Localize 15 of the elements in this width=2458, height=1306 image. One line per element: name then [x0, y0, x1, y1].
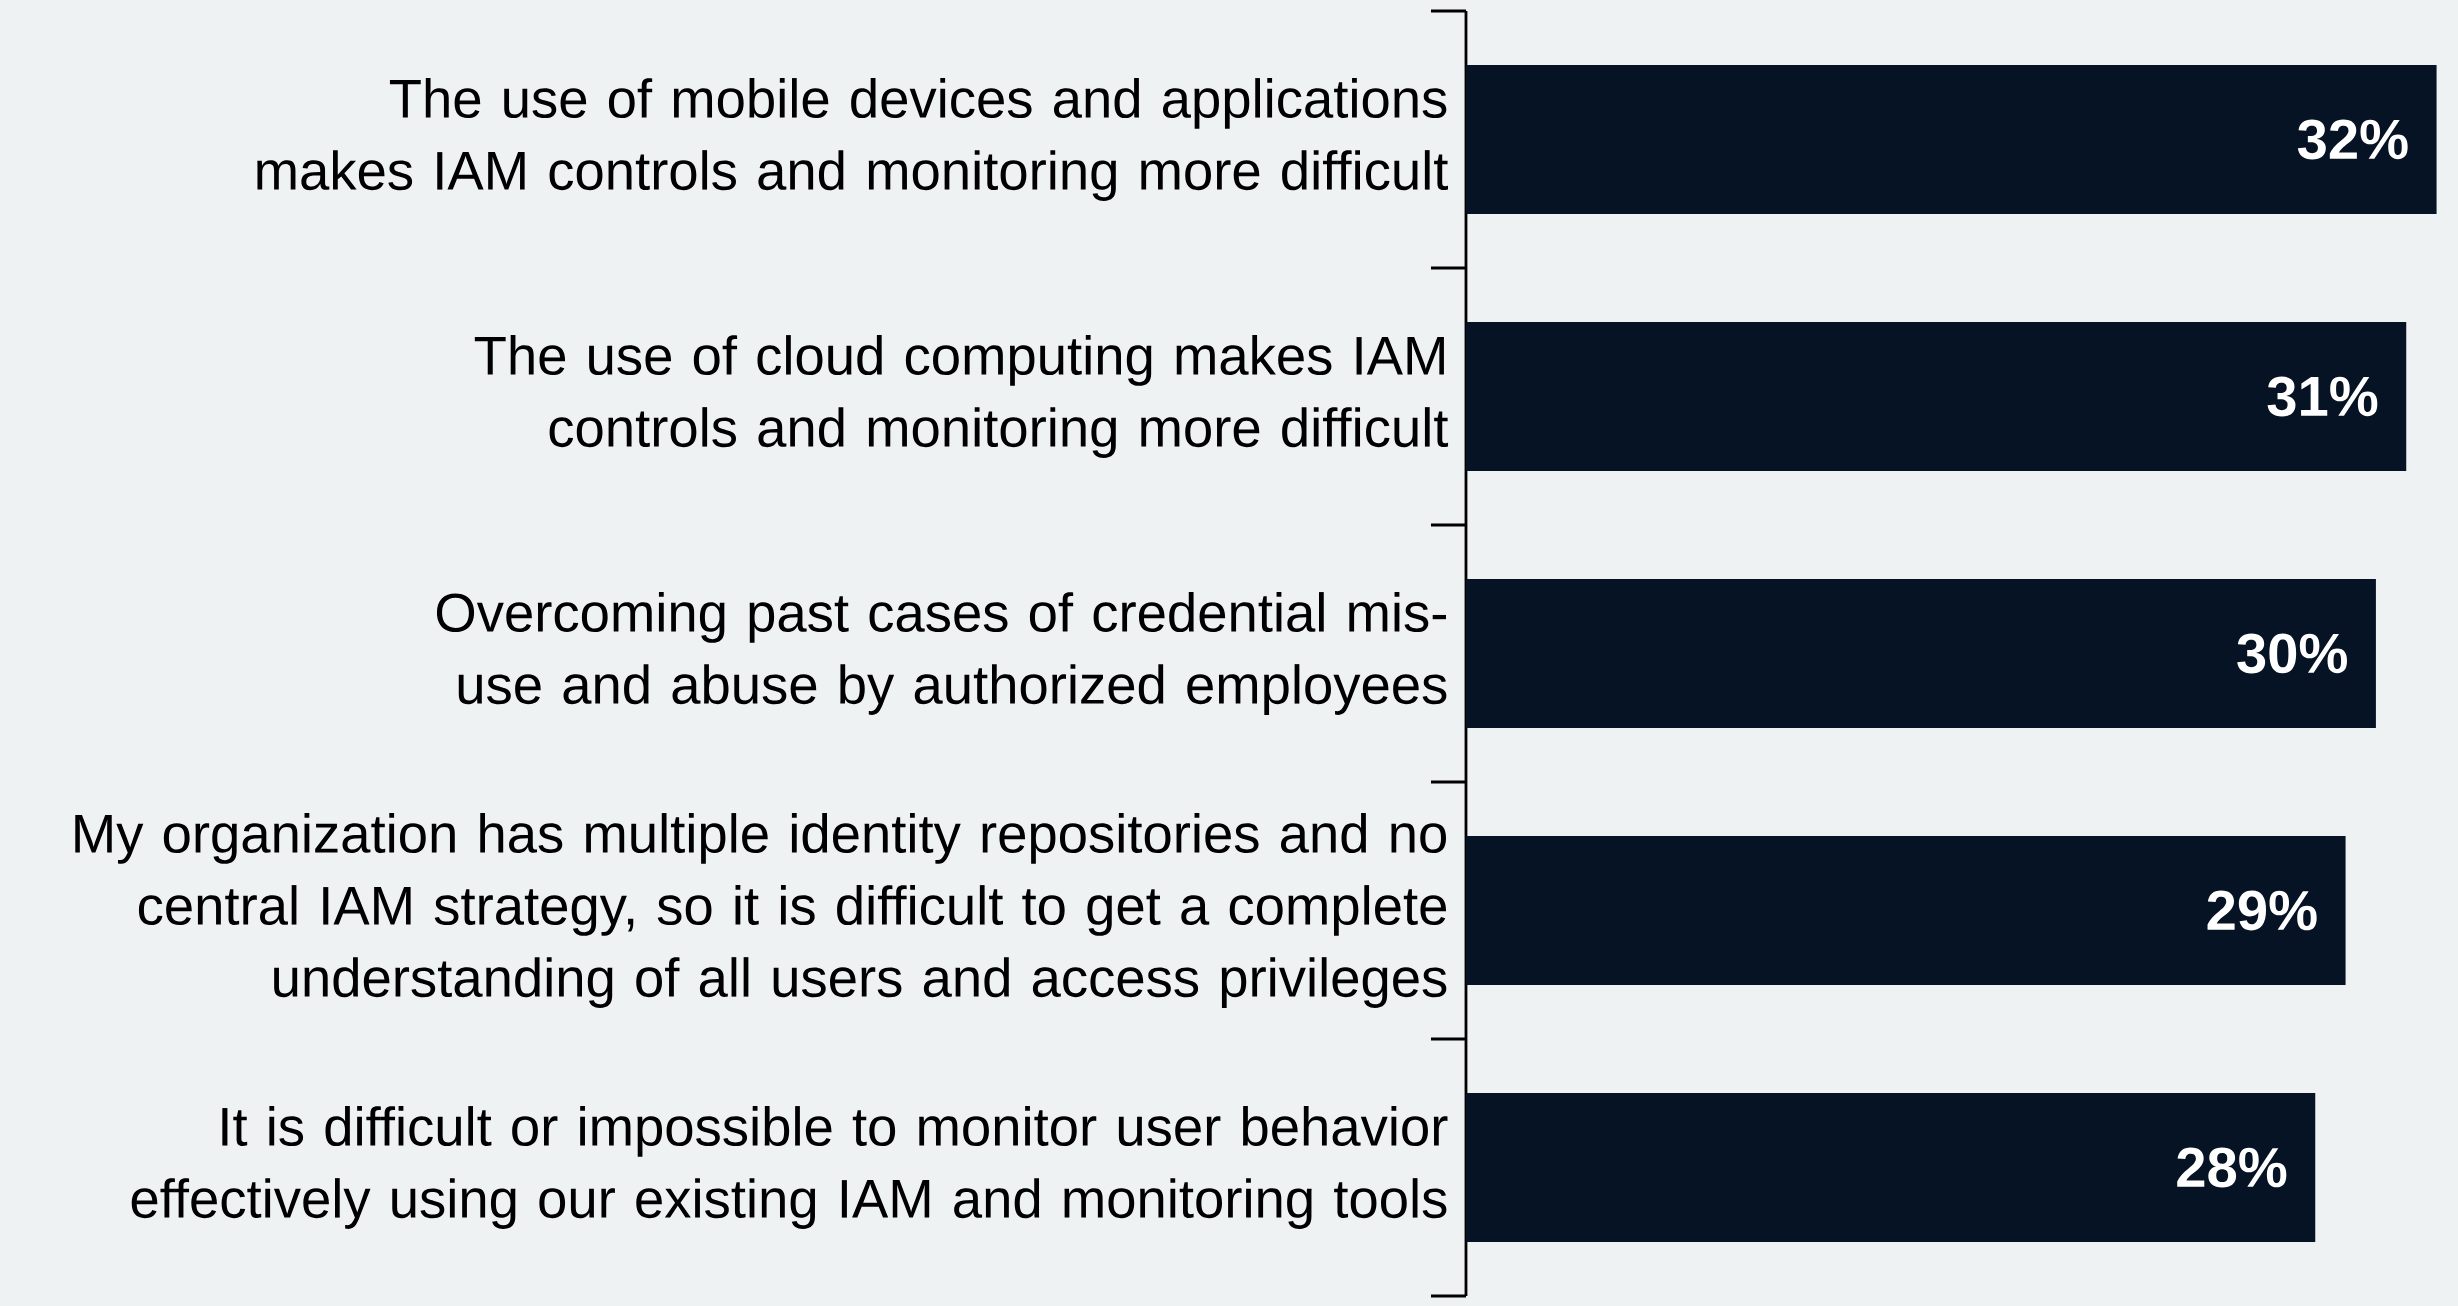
- bar: [1465, 322, 2407, 472]
- data-label: 30%: [2237, 633, 2347, 674]
- data-label: 31%: [2267, 376, 2378, 417]
- data-label: 32%: [2297, 119, 2408, 160]
- y-tick-label: The use of cloud computing makes IAM controls and monitoring more difficult: [474, 335, 1449, 458]
- bar: [1465, 579, 2376, 728]
- y-tick-label: Overcoming past cases of credential mis-use and abuse by authorized employees: [436, 592, 1447, 715]
- bar: [1465, 836, 2346, 985]
- bar: [1465, 65, 2437, 215]
- bar: [1465, 1092, 2316, 1242]
- y-tick-label: It is difficult or impossible to monitor user behavior effectively using our existing IAM and monitoring tools: [131, 1106, 1448, 1229]
- data-label: 29%: [2207, 890, 2317, 931]
- y-tick-label: The use of mobile devices and applications makes IAM controls and monitoring more difficult: [257, 78, 1448, 201]
- data-label: 28%: [2177, 1147, 2287, 1188]
- y-tick-label: My organization has multiple identity repositories and no central IAM strategy, so it is difficult to get a complete understanding of all users and access privileges: [75, 813, 1447, 1008]
